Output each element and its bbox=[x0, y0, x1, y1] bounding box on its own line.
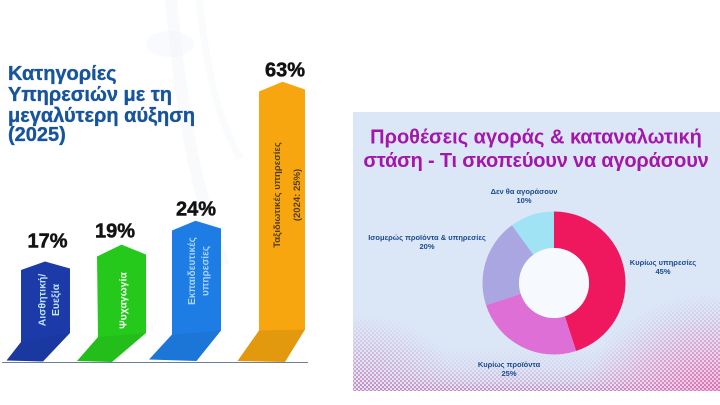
svg-text:μεγαλύτερη αύξηση: μεγαλύτερη αύξηση bbox=[8, 105, 195, 127]
svg-text:στάση - Τι σκοπεύουν να αγοράσ: στάση - Τι σκοπεύουν να αγοράσουν bbox=[363, 150, 708, 172]
svg-text:Ψυχαγωγία: Ψυχαγωγία bbox=[118, 272, 130, 329]
svg-text:45%: 45% bbox=[655, 267, 670, 276]
svg-text:17%: 17% bbox=[27, 231, 67, 253]
svg-text:Ισομερώς προϊόντα & υπηρεσίες: Ισομερώς προϊόντα & υπηρεσίες bbox=[368, 233, 486, 242]
svg-text:19%: 19% bbox=[95, 221, 135, 243]
svg-text:10%: 10% bbox=[516, 196, 531, 205]
svg-text:(2024: 25%): (2024: 25%) bbox=[292, 169, 303, 221]
svg-text:Κατηγορίες: Κατηγορίες bbox=[8, 63, 117, 85]
svg-text:25%: 25% bbox=[501, 369, 516, 378]
svg-text:20%: 20% bbox=[419, 242, 434, 251]
svg-text:Δεν θα αγοράσουν: Δεν θα αγοράσουν bbox=[491, 187, 558, 196]
svg-text:Εκπαιδευτικές: Εκπαιδευτικές bbox=[187, 237, 198, 305]
svg-text:24%: 24% bbox=[176, 199, 216, 221]
svg-text:Προθέσεις αγοράς & καταναλωτικ: Προθέσεις αγοράς & καταναλωτική bbox=[370, 127, 702, 149]
svg-text:63%: 63% bbox=[265, 60, 305, 82]
svg-text:Ευεξία: Ευεξία bbox=[50, 283, 62, 316]
svg-text:(2025): (2025) bbox=[8, 124, 66, 146]
svg-text:Ταξιδιωτικές υπηρεσίες: Ταξιδιωτικές υπηρεσίες bbox=[272, 142, 283, 248]
svg-text:Υπηρεσιών με τη: Υπηρεσιών με τη bbox=[8, 84, 172, 106]
svg-text:Κυρίως προϊόντα: Κυρίως προϊόντα bbox=[478, 360, 541, 369]
svg-text:Κυρίως υπηρεσίες: Κυρίως υπηρεσίες bbox=[630, 258, 696, 267]
svg-text:υπηρεσίες: υπηρεσίες bbox=[200, 246, 211, 296]
svg-text:Αισθητική/: Αισθητική/ bbox=[37, 274, 49, 327]
